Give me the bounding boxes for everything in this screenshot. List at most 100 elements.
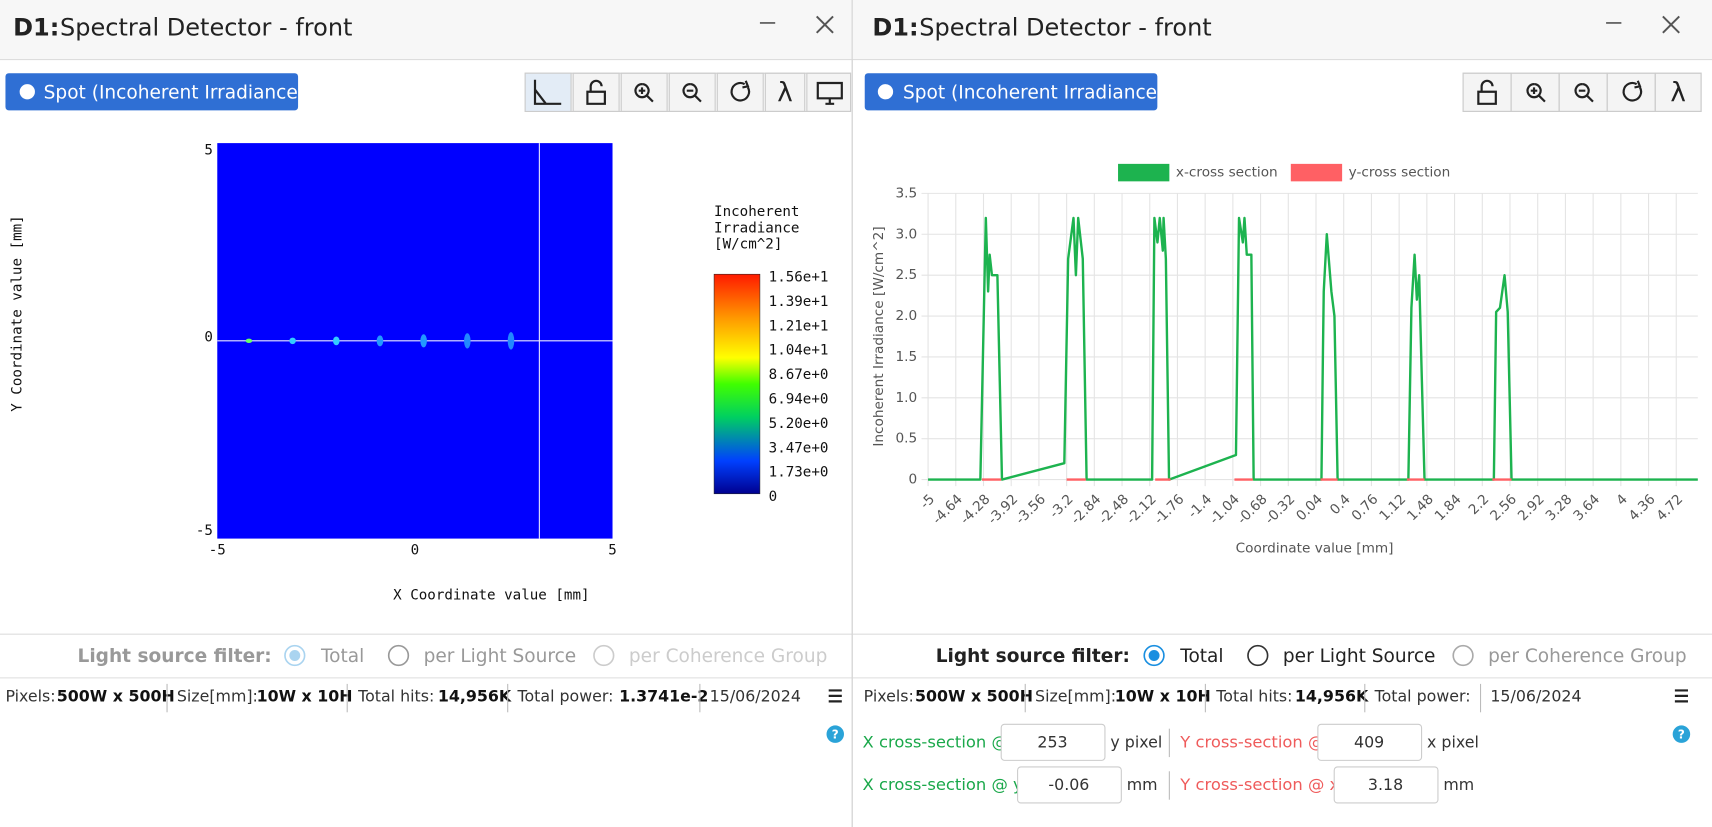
close-button[interactable] <box>815 15 834 34</box>
y-tick-label: 3.5 <box>895 185 917 201</box>
status-bar: Pixels: 500W x 500H Size[mm]: 10W x 10H … <box>864 683 1688 713</box>
input[interactable] <box>1317 723 1423 761</box>
title: Spectral Detector - front <box>919 13 1211 41</box>
status-label: Pixels: <box>864 686 914 705</box>
x-tick-label: 1.48 <box>1404 491 1437 524</box>
lock-button[interactable] <box>572 72 620 112</box>
status-value: 500W x 500H <box>915 686 1033 705</box>
filter-option: per Light Source <box>1283 646 1436 667</box>
display-button[interactable] <box>806 72 852 112</box>
status-label: Total power: <box>1374 686 1471 705</box>
status-value: 10W x 10H <box>1115 686 1211 705</box>
y-tick-label: 0 <box>204 330 213 346</box>
x-tick-label: 1.12 <box>1376 491 1409 524</box>
title-bar <box>852 0 1712 59</box>
input[interactable] <box>1000 723 1106 761</box>
status-label: Total hits: <box>1215 686 1292 705</box>
input-value: 253 <box>1037 732 1067 751</box>
filter-option: Total <box>1179 646 1223 667</box>
x-tick-label: 0.76 <box>1349 491 1382 524</box>
x-axis-label: Coordinate value [mm] <box>1236 540 1394 556</box>
radio[interactable] <box>284 644 306 667</box>
colorbar-label: 5.20e+0 <box>769 416 829 432</box>
close-button[interactable] <box>1662 15 1680 34</box>
colorbar-label: 3.47e+0 <box>769 440 829 456</box>
help-button[interactable] <box>1672 725 1691 743</box>
wavelength-button[interactable] <box>764 72 806 112</box>
status-date: 15/06/2024 <box>1490 686 1581 705</box>
x-tick-label: -2.12 <box>1124 491 1160 527</box>
title-prefix: D1: <box>13 13 59 41</box>
colorbar-title: Irradiance <box>714 220 799 236</box>
status-label: Pixels: <box>5 686 55 705</box>
heatmap-plot: Y Coordinate value [mm] X Coordinate val… <box>9 143 828 604</box>
input-value: -0.06 <box>1048 775 1089 794</box>
colorbar-label: 1.39e+1 <box>769 294 829 310</box>
colorbar-label: 1.04e+1 <box>769 343 829 359</box>
status-label: Size[mm]: <box>1035 686 1116 705</box>
mode-button[interactable] <box>5 73 299 111</box>
colorbar-title: Incoherent <box>714 204 799 220</box>
status-value: 500W x 500H <box>57 686 175 705</box>
status-value: 14,956K <box>438 686 512 705</box>
colorbar-label: 1.56e+1 <box>769 269 829 285</box>
colorbar-label: 8.67e+0 <box>769 367 829 383</box>
zoom-in-button[interactable] <box>620 72 668 112</box>
icon <box>19 84 35 100</box>
radio[interactable] <box>387 644 410 667</box>
x-tick-label: -1.76 <box>1151 491 1187 527</box>
x-tick-label: -2.84 <box>1068 491 1104 527</box>
field-label: X cross-section @ <box>863 732 1008 751</box>
legend-swatch <box>1290 163 1343 182</box>
status-label: Total power: <box>517 686 614 705</box>
mode-button-label: Spot (Incoherent Irradiance) <box>44 82 305 103</box>
help-icon: ? <box>832 728 839 742</box>
title-prefix: D1: <box>872 13 918 41</box>
status-bar: Pixels: 500W x 500H Size[mm]: 10W x 10H … <box>5 683 842 713</box>
spots <box>245 332 515 350</box>
x-axis-label: X Coordinate value [mm] <box>393 587 589 603</box>
x-tick-label: -5 <box>917 491 938 512</box>
status-value: 10W x 10H <box>257 686 353 705</box>
icon <box>877 84 894 100</box>
reset-button[interactable] <box>716 72 764 112</box>
menu-button[interactable] <box>828 689 842 703</box>
left-panel: D1: Spectral Detector - front Spot (Inco… <box>0 0 852 743</box>
mode-button-label: Spot (Incoherent Irradiance) <box>903 82 1164 103</box>
x-tick-label: 0 <box>411 543 420 559</box>
mode-button[interactable] <box>864 73 1158 111</box>
cross-section-controls: X cross-section @ 253 y pixel Y cross-se… <box>863 723 1479 804</box>
y-tick-label: -5 <box>196 523 213 539</box>
line-series <box>928 216 1698 481</box>
ruler-button[interactable] <box>524 72 572 112</box>
radio[interactable] <box>1143 644 1165 667</box>
x-tick-label: 5 <box>608 543 617 559</box>
y-tick-label: 0.5 <box>895 431 917 447</box>
radio-dot <box>1148 650 1160 661</box>
x-tick-label: 4.72 <box>1653 491 1686 524</box>
status-value: 14,956K <box>1295 686 1369 705</box>
lambda-icon: λ <box>1670 78 1686 108</box>
x-tick-label: 0.04 <box>1293 491 1326 524</box>
menu-button[interactable] <box>1674 689 1688 703</box>
x-tick-label: -2.48 <box>1096 491 1132 527</box>
help-button[interactable] <box>826 725 844 743</box>
colorbar <box>713 273 761 495</box>
x-tick-label: -1.04 <box>1207 491 1243 527</box>
colorbar-title: [W/cm^2] <box>714 237 782 253</box>
radio[interactable] <box>1247 644 1269 667</box>
help-icon: ? <box>1678 728 1685 742</box>
filter-option: per Coherence Group <box>1488 646 1686 667</box>
wavelength-button[interactable] <box>1654 72 1702 112</box>
legend-swatch <box>1118 163 1170 182</box>
x-tick-label: 3.28 <box>1543 491 1576 524</box>
radio[interactable] <box>1452 644 1474 667</box>
x-tick-label: 4 <box>1613 491 1630 508</box>
input-value: 3.18 <box>1368 775 1403 794</box>
zoom-out-button[interactable] <box>668 72 716 112</box>
input[interactable] <box>1017 766 1122 804</box>
input[interactable] <box>1333 766 1439 804</box>
radio[interactable] <box>593 644 615 667</box>
field-label: Y cross-section @ x: <box>1179 775 1344 794</box>
